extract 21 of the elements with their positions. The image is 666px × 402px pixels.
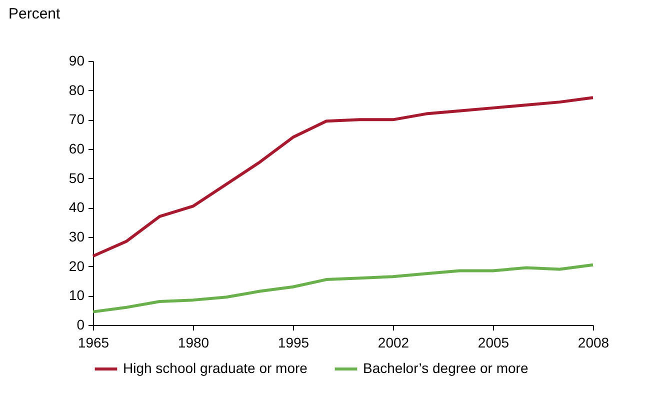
y-axis-title: Percent: [8, 6, 62, 22]
y-tick-label: 30: [68, 228, 85, 244]
y-tick-label: 10: [68, 287, 85, 304]
y-tick-label: 40: [68, 199, 85, 216]
x-tick-label: 1965: [78, 334, 110, 350]
x-tick-label: 1995: [278, 334, 310, 350]
x-tick-label: 2002: [378, 334, 410, 350]
y-tick-label: 70: [68, 111, 85, 128]
line-series: [92, 263, 594, 314]
x-tick-label: 2005: [478, 334, 510, 350]
y-tick-label: 60: [68, 140, 85, 156]
y-tick-label: 80: [68, 82, 85, 98]
y-tick-label: 20: [68, 258, 85, 274]
y-tick-label: 90: [68, 52, 85, 68]
y-tick-label: 50: [68, 170, 85, 186]
legend-label: High school graduate or more: [123, 360, 308, 376]
y-tick-label: 0: [76, 316, 85, 332]
legend-label: Bachelor’s degree or more: [363, 360, 528, 376]
x-tick-label: 2008: [578, 334, 610, 350]
line-series: [92, 96, 594, 258]
x-tick-label: 1980: [178, 334, 210, 350]
